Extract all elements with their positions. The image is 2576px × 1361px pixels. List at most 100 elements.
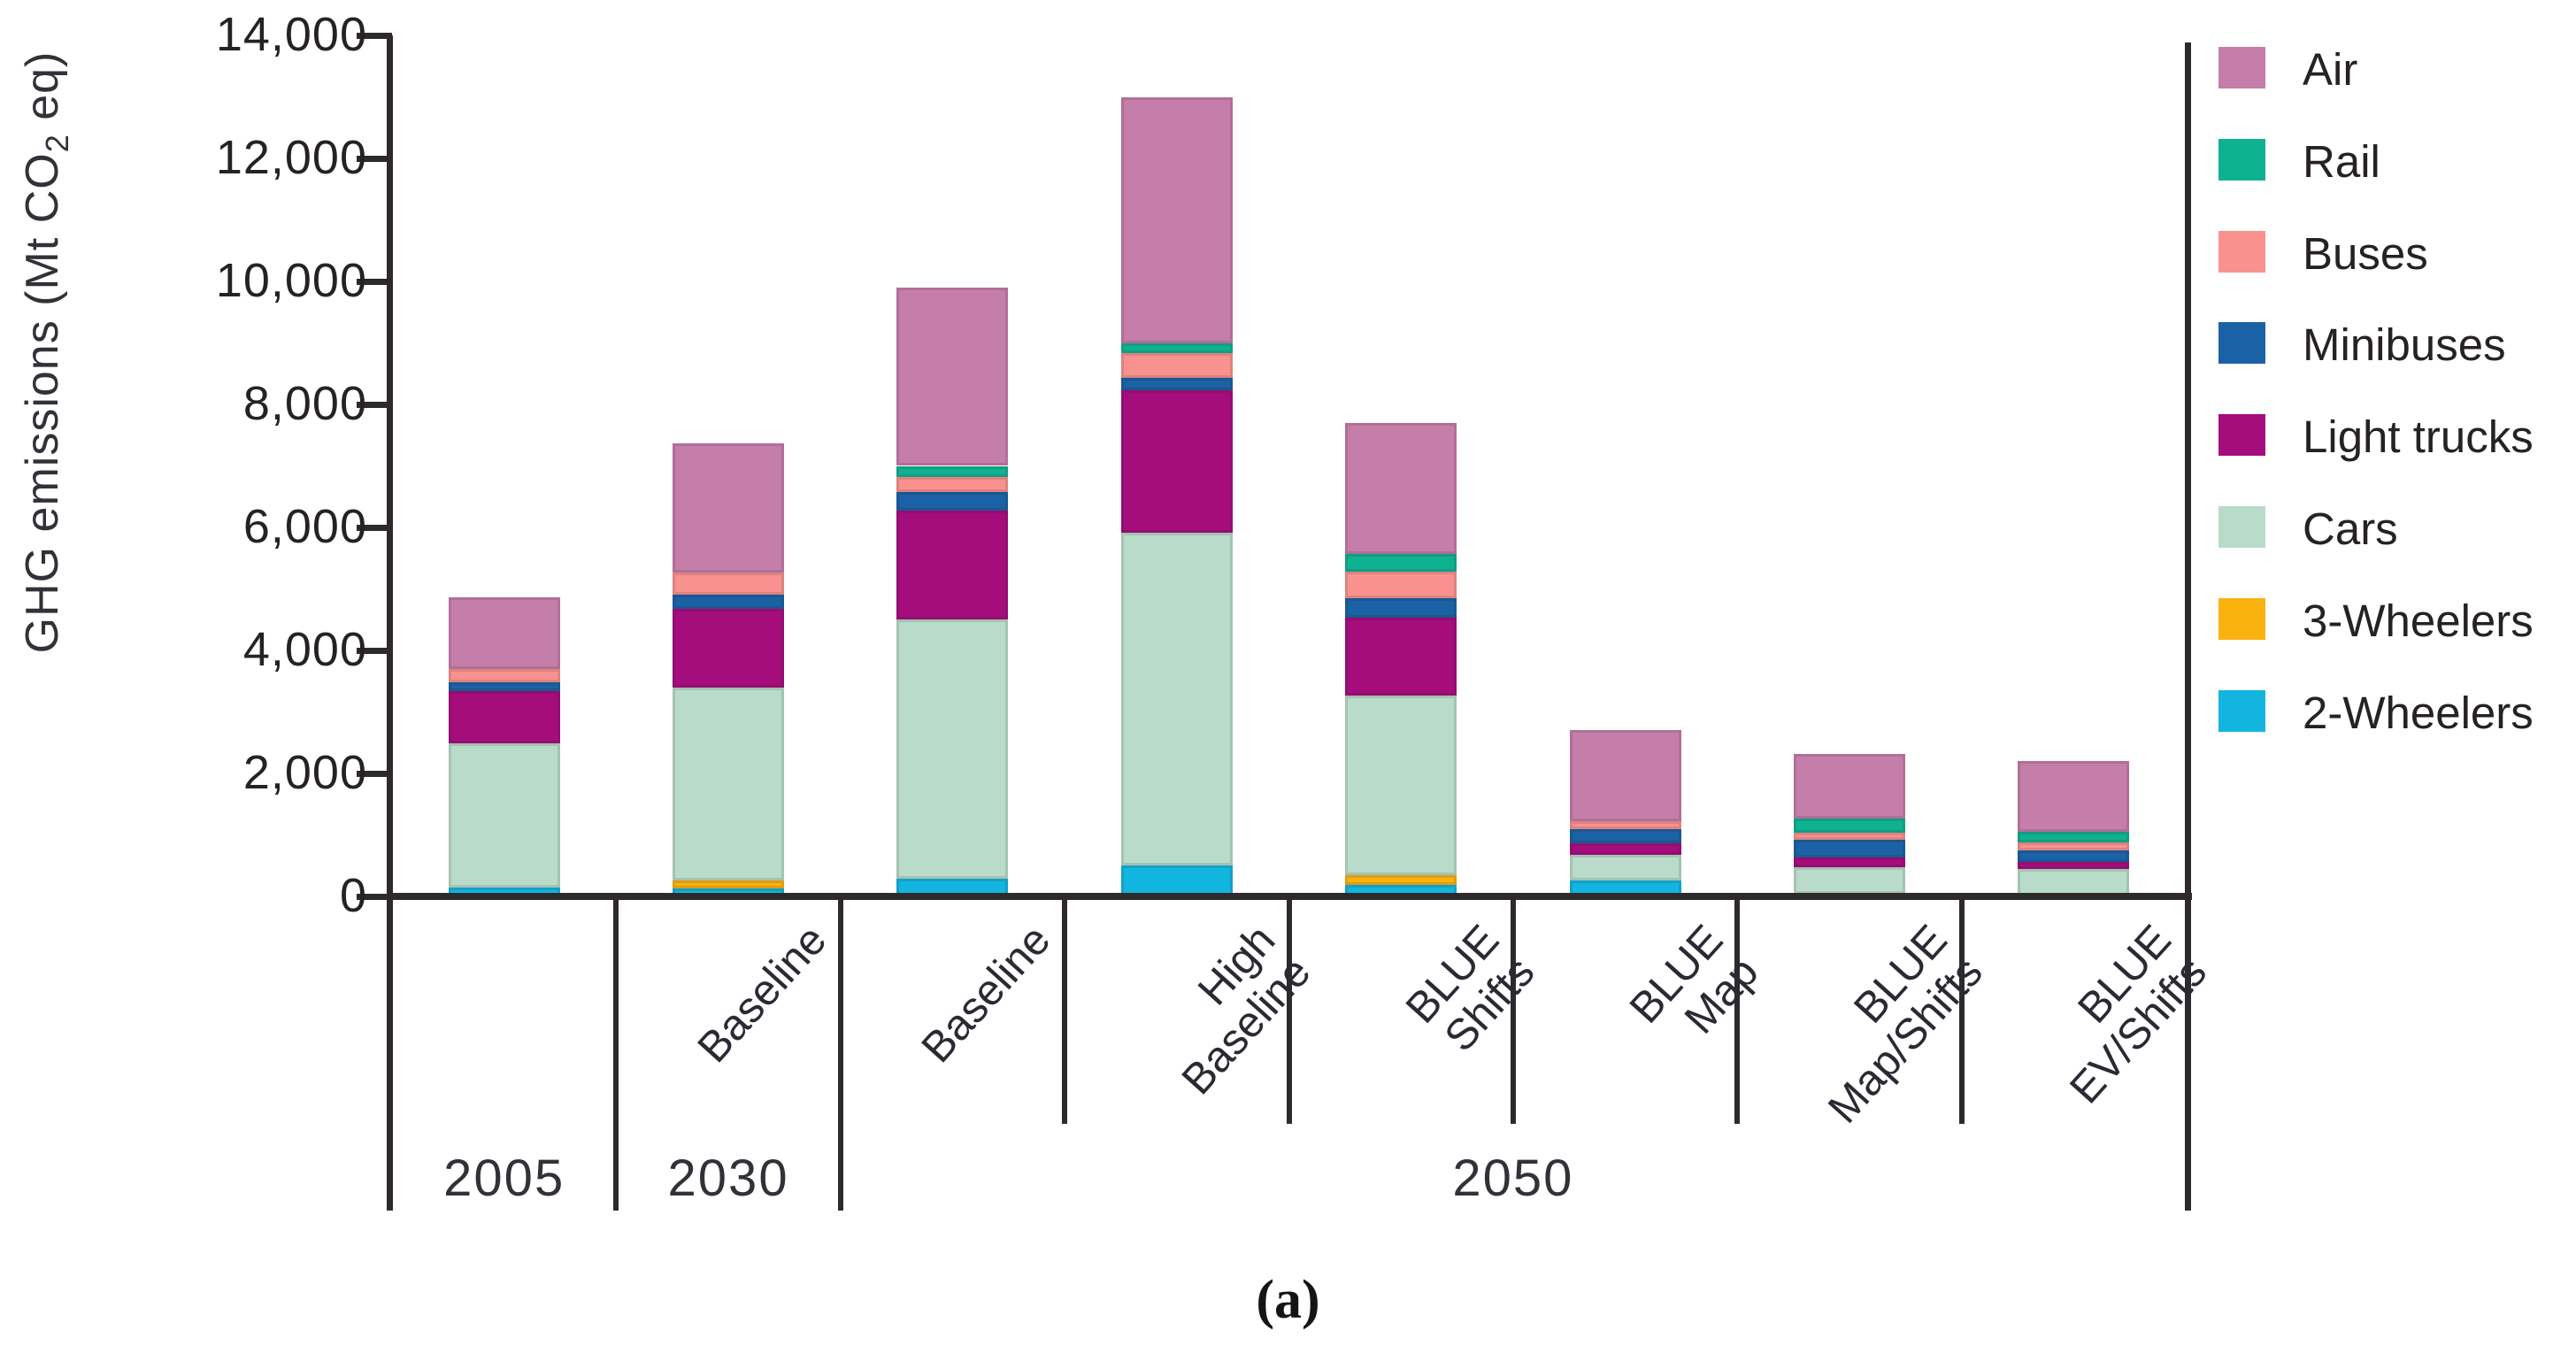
x-column-label-anchor: BLUE EV/Shifts <box>1597 916 2216 1112</box>
y-axis-tick <box>357 402 392 408</box>
column-divider <box>1734 896 1741 1124</box>
y-axis-tick-label: 12,000 <box>215 131 367 184</box>
year-label: 2030 <box>667 1150 789 1207</box>
bar-segment <box>1120 342 1233 354</box>
bar-segment <box>1793 753 1905 819</box>
x-column-label: BLUE Shifts <box>1396 916 1544 1061</box>
bar-segment <box>1120 532 1233 866</box>
bar-segment <box>2018 832 2130 842</box>
bar-segment <box>896 477 1009 493</box>
bar-segment <box>2018 869 2130 896</box>
plot-frame-right <box>2185 42 2191 1211</box>
legend-label: Minibuses <box>2303 319 2506 371</box>
bar-segment <box>896 492 1009 511</box>
bar-segment <box>1345 553 1457 573</box>
bar-segment <box>1793 840 1905 857</box>
figure-caption: (a) <box>1256 1270 1320 1330</box>
plot-frame-left <box>387 35 393 1211</box>
y-axis-tick-label: 0 <box>339 869 367 922</box>
bar-segment <box>1345 572 1457 598</box>
bar-segment <box>1345 618 1457 696</box>
legend-swatch <box>2218 506 2265 548</box>
x-column-label: Baseline <box>912 916 1060 1073</box>
bar-segment <box>1569 820 1681 829</box>
y-axis-tick-label: 8,000 <box>242 377 367 430</box>
y-axis-tick-label: 10,000 <box>215 254 367 307</box>
x-column-label: BLUE Map <box>1620 916 1768 1043</box>
bar-segment <box>1569 880 1681 896</box>
bar-segment <box>2018 842 2130 850</box>
bar-segment <box>1120 378 1233 390</box>
bar-segment <box>1120 390 1233 533</box>
bar-segment <box>448 682 560 691</box>
legend-swatch <box>2218 138 2265 181</box>
legend-label: Buses <box>2303 227 2428 279</box>
y-axis-tick-label: 4,000 <box>242 623 367 676</box>
bar-segment <box>1793 857 1905 867</box>
bar-segment <box>896 510 1009 620</box>
bar-segment <box>673 442 785 573</box>
bar-segment <box>1120 96 1233 343</box>
y-axis-tick-label: 6,000 <box>242 500 367 553</box>
y-axis-tick <box>357 156 392 162</box>
y-axis-title-prefix: GHG emissions (Mt CO <box>17 152 68 654</box>
bar-segment <box>896 878 1009 896</box>
y-axis-tick-label: 14,000 <box>215 8 367 61</box>
bar-segment <box>1569 843 1681 856</box>
legend-swatch <box>2218 322 2265 365</box>
bar-segment <box>1793 819 1905 833</box>
column-divider <box>1286 896 1292 1124</box>
y-axis-tick <box>357 648 392 654</box>
y-axis-tick <box>357 33 392 39</box>
x-column-label-anchor: Baseline <box>476 916 1060 1072</box>
y-axis-title-subscript: 2 <box>39 134 75 153</box>
year-divider <box>837 896 843 1211</box>
bar-segment <box>896 287 1009 466</box>
bar-segment <box>1793 866 1905 894</box>
y-axis-tick <box>357 771 392 777</box>
legend-label: Light trucks <box>2303 411 2534 463</box>
bar-segment <box>1345 597 1457 619</box>
legend-swatch <box>2218 47 2265 88</box>
bar-segment <box>896 619 1009 879</box>
legend-swatch <box>2218 414 2265 457</box>
column-divider <box>1062 896 1068 1124</box>
bar-segment <box>673 595 785 609</box>
column-divider <box>1958 896 1965 1124</box>
bar-segment <box>2018 761 2130 833</box>
bar-segment <box>1569 855 1681 880</box>
x-column-label-anchor: Baseline <box>252 916 835 1072</box>
legend-swatch <box>2218 597 2265 640</box>
bar-segment <box>673 880 785 888</box>
bar-segment <box>1120 865 1233 896</box>
y-axis-tick <box>357 525 392 531</box>
bar-segment <box>448 887 560 896</box>
y-axis-tick-label: 2,000 <box>242 746 367 799</box>
x-column-label-anchor: BLUE Map <box>1149 916 1768 1042</box>
legend-swatch <box>2218 230 2265 273</box>
bar-segment <box>448 690 560 743</box>
y-axis-title: GHG emissions (Mt CO2 eq) <box>16 51 76 654</box>
bar-segment <box>1569 828 1681 844</box>
bar-segment <box>2018 862 2130 870</box>
x-column-label-anchor: BLUE Map/Shifts <box>1373 916 1992 1132</box>
x-column-label: High Baseline <box>1173 916 1319 1104</box>
bar-segment <box>1793 832 1905 841</box>
legend-label: 3-Wheelers <box>2303 595 2534 646</box>
bar-segment <box>673 573 785 596</box>
bar-segment <box>448 742 560 888</box>
bar-segment <box>1569 730 1681 821</box>
legend-label: Rail <box>2303 135 2380 187</box>
year-label: 2005 <box>443 1150 565 1207</box>
legend-label: Air <box>2303 44 2358 95</box>
x-column-label-anchor: BLUE Shifts <box>925 916 1543 1060</box>
bar-segment <box>673 608 785 688</box>
y-axis-tick <box>357 894 392 900</box>
legend-label: 2-Wheelers <box>2303 687 2534 738</box>
bar-segment <box>1345 422 1457 554</box>
year-divider <box>613 896 619 1211</box>
bar-segment <box>673 888 785 896</box>
bar-segment <box>2018 850 2130 863</box>
bar-segment <box>896 465 1009 477</box>
